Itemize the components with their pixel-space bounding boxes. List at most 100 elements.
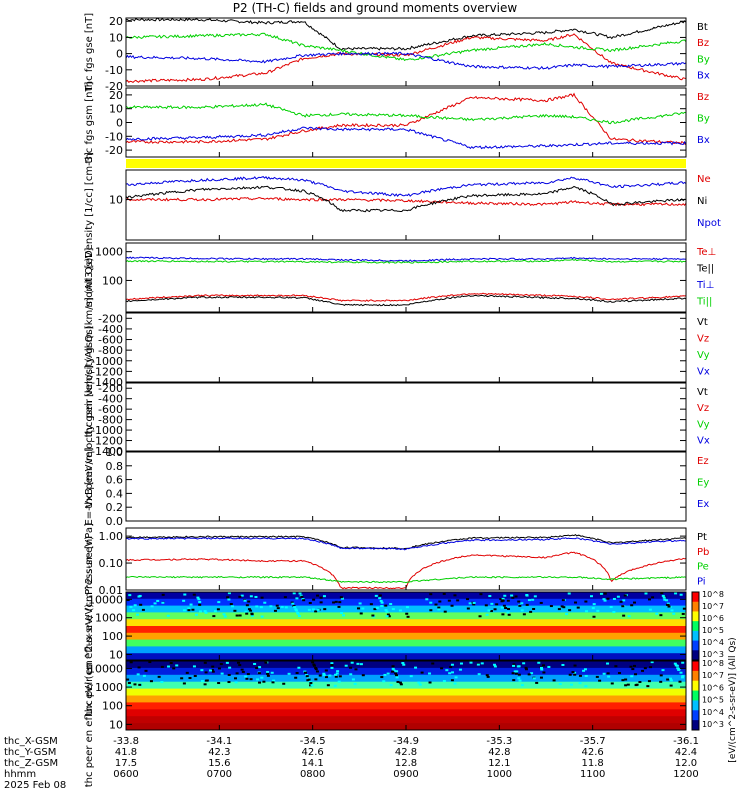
spec-cell (674, 664, 678, 667)
spec-cell (227, 673, 231, 676)
spec-cell (449, 666, 453, 669)
spec-cell (219, 663, 223, 666)
spec-cell (522, 613, 526, 616)
spec-cell (172, 667, 176, 670)
date-label: 2025 Feb 08 (4, 780, 66, 791)
spec-cell (332, 601, 336, 604)
spec-cell (429, 609, 433, 612)
spec-cell (612, 611, 616, 614)
spec-cell (319, 601, 323, 604)
spec-cell (386, 672, 390, 675)
spec-cell (193, 674, 197, 677)
legend-By: By (697, 114, 710, 125)
spec-band (126, 605, 686, 613)
spec-cell (292, 604, 296, 607)
spec-cell (670, 609, 674, 612)
spec-cell (191, 608, 195, 611)
spec-cell (244, 610, 248, 613)
spec-cell (266, 672, 270, 675)
y-tick-label: -800 (98, 344, 123, 357)
orbit-value: -35.3 (486, 736, 512, 747)
colorbar-cell (692, 720, 699, 731)
spec-cell (612, 597, 616, 600)
y-axis-label: thc peer velocity gsm [km/s] (All Qs) (84, 325, 95, 508)
spec-cell (477, 673, 481, 676)
orbit-value: -33.8 (113, 736, 139, 747)
spec-cell (598, 679, 602, 682)
y-axis-label: Density [1/cc] [cm-3] (84, 152, 95, 258)
spec-cell (157, 675, 161, 678)
spec-cell (681, 675, 685, 678)
spec-cell (227, 598, 231, 601)
spec-cell (210, 668, 214, 671)
spec-cell (655, 612, 659, 615)
spec-cell (479, 593, 483, 596)
spec-cell (371, 614, 375, 617)
spec-cell (495, 603, 499, 606)
spec-cell (516, 665, 520, 668)
spec-cell (385, 610, 389, 613)
spec-cell (673, 662, 677, 665)
spec-cell (204, 679, 208, 682)
legend-Pb: Pb (697, 547, 709, 558)
spec-cell (541, 664, 545, 667)
spec-cell (182, 609, 186, 612)
spec-cell (573, 671, 577, 674)
orbit-value: 0800 (300, 769, 325, 780)
spec-band (126, 612, 686, 620)
spec-cell (399, 683, 403, 686)
orbit-value: 42.6 (582, 747, 604, 758)
spec-cell (484, 604, 488, 607)
spec-cell (322, 672, 326, 675)
y-tick-label: -10 (105, 64, 123, 77)
spec-cell (532, 607, 536, 610)
spec-cell (262, 680, 266, 683)
spec-cell (141, 608, 145, 611)
spec-cell (353, 682, 357, 685)
y-tick-label: 1.0 (106, 446, 124, 459)
colorbar-cell (692, 650, 699, 661)
spec-cell (540, 668, 544, 671)
spec-cell (229, 603, 233, 606)
spec-cell (453, 682, 457, 685)
spec-cell (448, 672, 452, 675)
spec-cell (661, 669, 665, 672)
legend-By: By (697, 54, 710, 65)
spec-cell (472, 603, 476, 606)
spec-cell (511, 596, 515, 599)
spec-cell (638, 681, 642, 684)
legend-Ti⊥: Ti⊥ (696, 280, 714, 291)
spec-cell (622, 614, 626, 617)
orbit-row-label: thc_X-GSM (4, 736, 58, 747)
spec-cell (669, 679, 673, 682)
series-Npot (125, 176, 687, 198)
spec-cell (595, 675, 599, 678)
legend-Pe: Pe (697, 562, 709, 573)
y-tick-label: 1000 (95, 612, 123, 625)
spec-cell (135, 613, 139, 616)
spec-cell (486, 675, 490, 678)
colorbar-cell (692, 710, 699, 721)
spec-cell (622, 599, 626, 602)
spec-cell (324, 669, 328, 672)
spec-cell (616, 595, 620, 598)
spec-cell (235, 672, 239, 675)
series-By (125, 32, 687, 62)
spec-cell (153, 602, 157, 605)
spec-cell (300, 595, 304, 598)
y-tick-label: 10 (109, 718, 123, 731)
spec-cell (217, 682, 221, 685)
spec-cell (182, 599, 186, 602)
y-tick-label: 0.4 (106, 487, 124, 500)
spec-cell (292, 592, 296, 595)
spec-cell (647, 598, 651, 601)
y-tick-label: 1000 (95, 681, 123, 694)
spec-cell (294, 676, 298, 679)
legend-Bz: Bz (697, 38, 709, 49)
spec-cell (492, 663, 496, 666)
spec-cell (194, 613, 198, 616)
spec-cell (514, 595, 518, 598)
spec-cell (389, 603, 393, 606)
y-tick-label: -200 (98, 382, 123, 395)
